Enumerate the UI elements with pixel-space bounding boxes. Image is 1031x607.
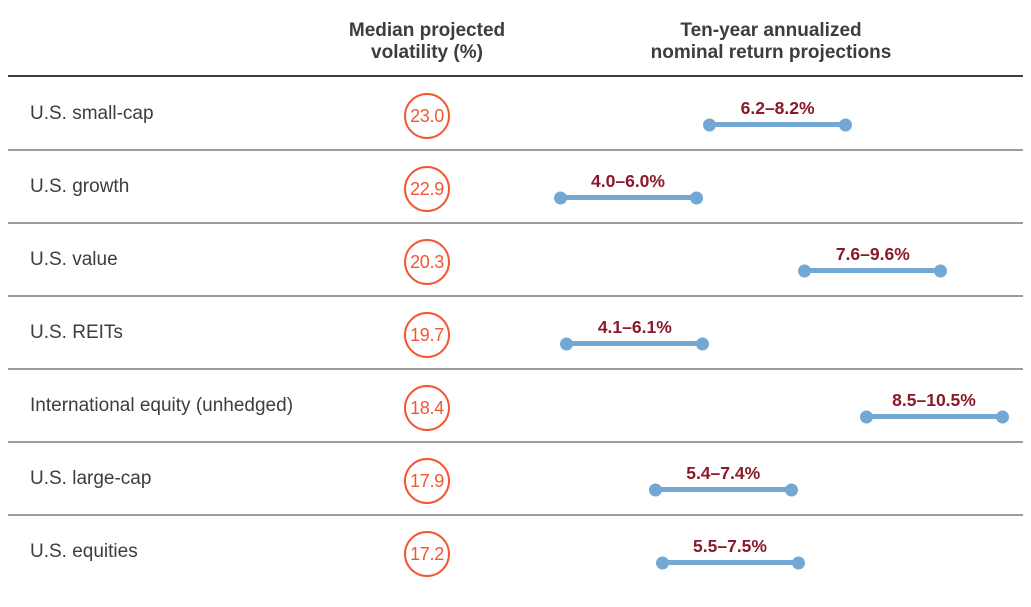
- table-row: International equity (unhedged) 18.4 8.5…: [0, 369, 1031, 442]
- range-bar: [709, 122, 846, 127]
- volatility-value-circle: 20.3: [404, 239, 450, 285]
- return-range: 4.1–6.1%: [0, 296, 1031, 369]
- asset-class-label: U.S. equities: [30, 541, 138, 562]
- volatility-value-circle: 22.9: [404, 166, 450, 212]
- volatility-value: 19.7: [410, 324, 444, 345]
- table-row: U.S. large-cap 17.9 5.4–7.4%: [0, 442, 1031, 515]
- asset-class-label: International equity (unhedged): [30, 395, 294, 416]
- returns-column-header: Ten-year annualized nominal return proje…: [650, 20, 892, 63]
- range-bar: [662, 560, 798, 565]
- volatility-value-circle: 19.7: [404, 312, 450, 358]
- return-range: 5.4–7.4%: [0, 442, 1031, 515]
- volatility-value-circle: 17.9: [404, 458, 450, 504]
- asset-class-label: U.S. growth: [30, 176, 130, 197]
- return-range-label: 4.1–6.1%: [597, 317, 672, 337]
- return-range-label: 5.5–7.5%: [693, 536, 767, 556]
- row-separator: [8, 295, 1023, 297]
- return-range: 4.0–6.0%: [0, 150, 1031, 223]
- return-range: 6.2–8.2%: [0, 77, 1031, 150]
- range-bar: [866, 414, 1002, 419]
- return-range: 5.5–7.5%: [0, 515, 1031, 588]
- return-range-label: 7.6–9.6%: [835, 244, 910, 264]
- asset-class-label: U.S. large-cap: [30, 468, 152, 489]
- row-separator: [8, 149, 1023, 151]
- volatility-value: 22.9: [410, 178, 444, 199]
- volatility-value-circle: 17.2: [404, 531, 450, 577]
- volatility-column-header: Median projected volatility (%): [348, 20, 506, 63]
- table-row: U.S. small-cap 23.0 6.2–8.2%: [0, 77, 1031, 150]
- volatility-value: 20.3: [410, 251, 444, 272]
- range-bar: [804, 268, 941, 273]
- row-separator: [8, 514, 1023, 516]
- row-separator: [8, 441, 1023, 443]
- volatility-value: 18.4: [410, 397, 444, 418]
- return-range-label: 5.4–7.4%: [686, 463, 761, 483]
- table-row: U.S. equities 17.2 5.5–7.5%: [0, 515, 1031, 588]
- header-rule: [8, 75, 1023, 77]
- row-separator: [8, 222, 1023, 224]
- table-row: U.S. REITs 19.7 4.1–6.1%: [0, 296, 1031, 369]
- return-range-label: 4.0–6.0%: [591, 171, 665, 191]
- volatility-value: 23.0: [410, 105, 444, 126]
- asset-class-label: U.S. small-cap: [30, 103, 154, 124]
- return-range-label: 8.5–10.5%: [892, 390, 976, 410]
- volatility-value-circle: 18.4: [404, 385, 450, 431]
- range-bar: [560, 195, 696, 200]
- asset-class-label: U.S. REITs: [30, 322, 123, 343]
- return-range-label: 6.2–8.2%: [740, 98, 815, 118]
- return-range: 7.6–9.6%: [0, 223, 1031, 296]
- range-bar: [566, 341, 703, 346]
- volatility-value: 17.2: [410, 543, 444, 564]
- volatility-value: 17.9: [410, 470, 444, 491]
- range-bar: [655, 487, 792, 492]
- table-row: U.S. growth 22.9 4.0–6.0%: [0, 150, 1031, 223]
- volatility-value-circle: 23.0: [404, 93, 450, 139]
- row-separator: [8, 368, 1023, 370]
- return-range: 8.5–10.5%: [0, 369, 1031, 442]
- table-row: U.S. value 20.3 7.6–9.6%: [0, 223, 1031, 296]
- asset-class-label: U.S. value: [30, 249, 118, 270]
